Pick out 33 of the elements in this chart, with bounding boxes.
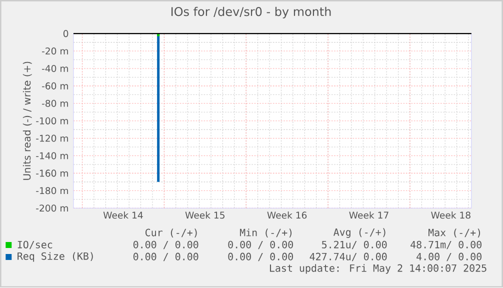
y-tick-label: -180 m	[36, 187, 68, 194]
text: 427.74u/ 0.00	[310, 253, 387, 262]
y-tick-label: 0	[63, 30, 68, 38]
text: 0.00 / 0.00	[228, 241, 293, 250]
y-axis-title: Units read (-) / write (+)	[22, 62, 32, 180]
y-tick-label: -100 m	[36, 118, 68, 125]
text: 0.00 / 0.00	[133, 253, 198, 262]
y-tick-label: -120 m	[36, 134, 68, 142]
text: 5.21u/ 0.00	[322, 241, 387, 250]
y-tick-label: -40 m	[42, 65, 68, 72]
x-tick-label: Week 14	[103, 212, 143, 219]
y-tick-label: -60 m	[42, 82, 68, 90]
chart-title: IOs for /dev/sr0 - by month	[171, 7, 331, 19]
y-tick-label: -20 m	[42, 48, 68, 55]
text: 4.00 / 0.00	[416, 253, 482, 262]
x-tick-label: Week 15	[185, 212, 224, 219]
y-tick-label: -160 m	[36, 170, 68, 177]
x-tick-label: Week 17	[349, 212, 388, 219]
y-tick-label: -200 m	[36, 204, 68, 212]
y-tick-label: -80 m	[42, 100, 68, 108]
text: Min (-/+)	[240, 228, 292, 238]
text: 48.71m/ 0.00	[410, 241, 482, 250]
text: 0.00 / 0.00	[228, 253, 293, 262]
text: Cur (-/+)	[146, 228, 197, 238]
text: Max (-/+)	[428, 228, 480, 238]
x-tick-label: Week 18	[431, 212, 470, 219]
text: 0.00 / 0.00	[133, 241, 198, 250]
text: Avg (-/+)	[334, 228, 386, 238]
x-tick-label: Week 16	[267, 212, 307, 219]
text: Last update: Fri May 2 14:00:07 2025	[270, 264, 486, 274]
y-tick-label: -140 m	[36, 152, 68, 160]
legend-label: Req Size (KB)	[18, 252, 93, 262]
legend-label: IO/sec	[18, 241, 52, 250]
